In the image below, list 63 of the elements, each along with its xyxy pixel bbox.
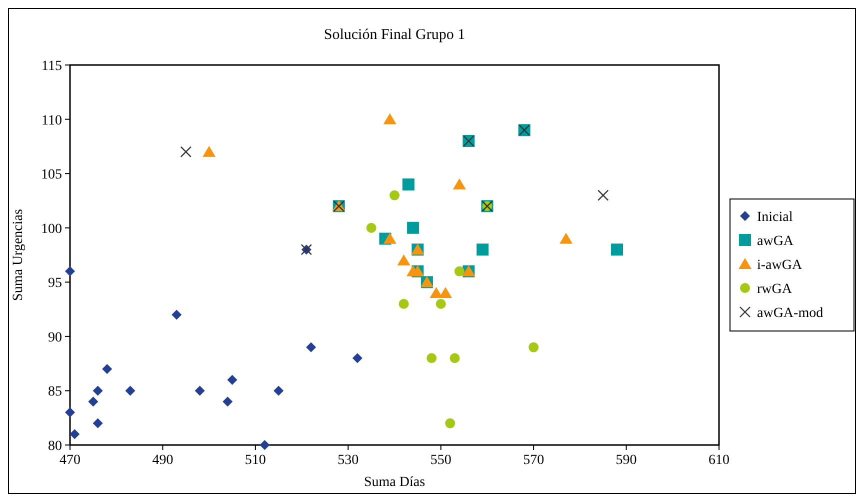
x-tick-label: 570: [523, 453, 544, 468]
x-tick-label: 550: [430, 453, 452, 468]
point: [407, 222, 420, 234]
x-tick-label: 490: [152, 453, 174, 468]
point: [227, 374, 238, 385]
point: [65, 266, 75, 276]
y-tick-label: 90: [48, 330, 62, 346]
point: [528, 342, 539, 352]
y-tick-label: 115: [42, 59, 62, 74]
point: [383, 232, 396, 244]
point: [366, 222, 376, 233]
x-tick-label: 590: [616, 453, 637, 468]
point: [274, 386, 284, 396]
point: [125, 386, 136, 396]
point: [560, 232, 573, 244]
point: [65, 407, 75, 418]
legend-label: awGA-mod: [757, 306, 824, 321]
y-tick-label: 85: [48, 384, 62, 400]
x-tick-label: 470: [60, 453, 80, 468]
legend-label: i-awGA: [757, 258, 803, 273]
point: [436, 298, 446, 309]
point: [383, 113, 396, 124]
y-tick-label: 110: [42, 113, 62, 128]
point: [180, 146, 192, 158]
point: [172, 310, 182, 320]
point: [88, 396, 98, 407]
y-tick-label: 95: [48, 276, 62, 292]
x-tick-label: 610: [708, 453, 730, 468]
point: [611, 244, 624, 256]
point: [390, 190, 400, 200]
point: [397, 254, 410, 266]
point: [222, 396, 233, 407]
x-tick-label: 510: [244, 453, 266, 468]
point: [202, 146, 216, 157]
x-axis-title: Suma Días: [364, 475, 426, 490]
chart-title: Solución Final Grupo 1: [324, 27, 466, 43]
point: [426, 353, 437, 364]
point: [398, 298, 409, 309]
point: [454, 266, 464, 276]
point: [430, 287, 443, 298]
y-tick-label: 105: [41, 168, 62, 183]
legend-label: awGA: [757, 234, 794, 249]
y-axis-title: Suma Urgencias: [11, 209, 26, 301]
x-tick-label: 530: [338, 453, 359, 468]
point: [438, 287, 452, 298]
point: [402, 178, 414, 190]
legend-label: Inicial: [757, 210, 793, 225]
point: [102, 364, 112, 374]
point: [70, 429, 80, 440]
point: [306, 342, 316, 352]
point: [452, 178, 466, 190]
point: [260, 440, 270, 450]
point: [598, 190, 609, 201]
point: [194, 386, 205, 396]
point: [476, 244, 489, 256]
y-tick-label: 80: [48, 439, 62, 454]
point: [445, 418, 456, 428]
point: [352, 353, 362, 364]
point: [92, 418, 103, 428]
point: [92, 386, 103, 396]
legend-label: rwGA: [757, 282, 793, 297]
y-tick-label: 100: [41, 222, 62, 237]
point: [450, 353, 460, 364]
